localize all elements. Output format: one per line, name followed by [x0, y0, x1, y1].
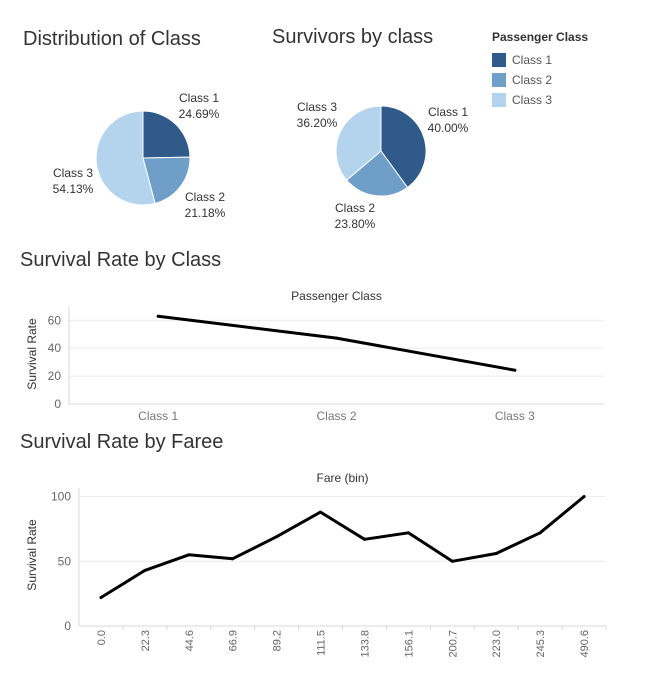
legend-item-class1[interactable]: Class 1: [492, 50, 588, 70]
x-tick-label: 200.7: [447, 630, 459, 658]
x-tick-label: Class 3: [495, 409, 535, 423]
y-axis-title: Survival Rate: [25, 519, 39, 591]
y-tick-label: 40: [48, 341, 62, 355]
pie-value-label: 36.20%: [297, 116, 338, 130]
data-point: [335, 336, 338, 340]
legend-swatch: [492, 93, 506, 107]
y-tick-label: 60: [48, 313, 62, 327]
pie-slice: [380, 105, 427, 189]
fare-line-title: Survival Rate by Faree: [20, 431, 224, 453]
x-tick-label: 0.0: [96, 630, 108, 645]
data-point: [156, 314, 160, 318]
data-point: [513, 368, 517, 372]
legend-label: Class 2: [512, 73, 553, 87]
series-line: [99, 495, 586, 599]
x-axis-title: Passenger Class: [291, 289, 382, 303]
pie-value-label: 21.18%: [185, 206, 226, 220]
y-axis-title: Survival Rate: [25, 318, 39, 390]
data-point: [319, 510, 323, 514]
pie2-title: Survivors by class: [272, 26, 434, 48]
class-line-title: Survival Rate by Class: [20, 249, 222, 271]
data-point: [143, 568, 147, 572]
x-tick-label: 133.8: [359, 630, 371, 658]
series-line: [156, 314, 517, 372]
legend-swatch: [492, 73, 506, 87]
pie-value-label: 23.80%: [335, 217, 376, 231]
pie-slice-label: Class 3: [53, 166, 93, 180]
legend-label: Class 3: [512, 93, 553, 107]
x-tick-label: 223.0: [491, 630, 503, 658]
y-tick-label: 50: [58, 554, 72, 568]
x-tick-label: 490.6: [579, 630, 591, 658]
data-point: [99, 596, 103, 600]
y-tick-label: 0: [54, 397, 61, 411]
legend-swatch: [492, 53, 506, 67]
data-point: [538, 531, 542, 535]
legend-label: Class 1: [512, 53, 553, 67]
x-tick-label: 66.9: [228, 630, 240, 651]
x-axis-title: Fare (bin): [316, 471, 368, 485]
pie-slice-label: Class 2: [185, 190, 225, 204]
data-point: [494, 552, 498, 556]
x-tick-label: 156.1: [403, 630, 415, 658]
pie-slice: [142, 110, 191, 159]
y-tick-label: 20: [48, 369, 62, 383]
pie-value-label: 54.13%: [53, 182, 94, 196]
y-tick-label: 0: [64, 619, 71, 633]
legend-item-class2[interactable]: Class 2: [492, 70, 588, 90]
pie-slice-label: Class 1: [179, 91, 219, 105]
x-tick-label: 111.5: [316, 630, 328, 656]
x-tick-label: 44.6: [184, 630, 196, 651]
legend-item-class3[interactable]: Class 3: [492, 90, 588, 110]
x-tick-label: 89.2: [272, 630, 284, 651]
pie-slice-label: Class 1: [428, 105, 468, 119]
pie-slice-label: Class 2: [335, 201, 375, 215]
legend: Passenger Class Class 1 Class 2 Class 3: [492, 30, 588, 110]
data-point: [187, 553, 191, 557]
pie-slice: [345, 150, 409, 197]
pie1-title: Distribution of Class: [23, 28, 201, 50]
pie-value-label: 40.00%: [428, 121, 469, 135]
x-tick-label: Class 2: [316, 409, 356, 423]
legend-title: Passenger Class: [492, 30, 589, 44]
pie-slice-label: Class 3: [297, 100, 337, 114]
x-tick-label: 245.3: [535, 630, 547, 658]
y-tick-label: 100: [51, 490, 71, 504]
data-point: [231, 557, 235, 561]
x-tick-label: 22.3: [140, 630, 152, 651]
data-point: [406, 531, 410, 535]
data-point: [450, 559, 454, 563]
pie-slice: [95, 110, 156, 206]
data-point: [582, 495, 586, 499]
data-point: [362, 537, 366, 541]
pie-slice: [142, 156, 191, 205]
pie-slice: [335, 105, 382, 181]
pie-value-label: 24.69%: [179, 107, 220, 121]
data-point: [275, 535, 279, 539]
x-tick-label: Class 1: [138, 409, 178, 423]
